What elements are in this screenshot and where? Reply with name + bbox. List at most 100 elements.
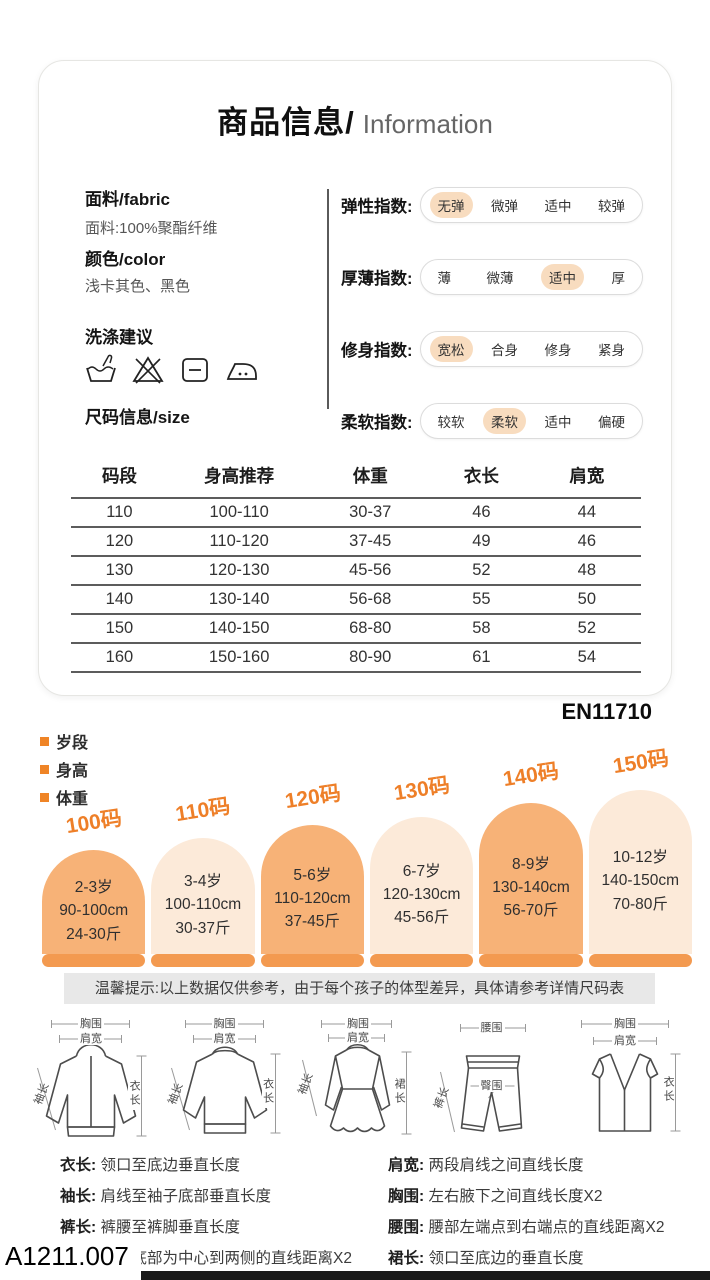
- column-divider: [327, 189, 329, 409]
- garment-length-label: 衣长: [261, 1076, 274, 1108]
- cell: 130: [105, 561, 134, 579]
- page-title: 商品信息/Information: [39, 97, 671, 142]
- weight-range: 45-56斤: [394, 909, 450, 927]
- column-header: 衣长: [463, 466, 499, 486]
- table-row: 120 110-120 37-45 49 46: [71, 527, 641, 556]
- table-row: 160 150-160 80-90 61 54: [71, 643, 641, 672]
- chest-label: 胸围: [612, 1018, 638, 1031]
- arch-base-bar: [369, 954, 474, 967]
- size-arch-120: 120码 5-6岁 110-120cm 37-45斤: [260, 781, 364, 967]
- fit-index-row: 修身指数: 宽松 合身 修身 紧身: [341, 331, 643, 367]
- legend-square-icon: [40, 736, 49, 746]
- option: 柔软: [483, 408, 526, 434]
- cell: 56-68: [349, 590, 392, 608]
- cell: 37-45: [349, 532, 392, 550]
- size-info-label: 尺码信息/size: [85, 408, 190, 427]
- measurement-diagrams: 胸围 肩宽 袖长 衣长 胸围 肩宽: [28, 1012, 688, 1152]
- cell: 80-90: [349, 648, 392, 666]
- cell: 45-56: [349, 561, 392, 579]
- legend-label: 身高: [56, 763, 89, 780]
- option: 适中: [541, 264, 584, 290]
- option: 适中: [544, 415, 572, 430]
- option: 无弹: [429, 192, 473, 218]
- arch-size-label: 110码: [174, 794, 233, 827]
- option: 微薄: [486, 271, 514, 286]
- age-range: 3-4岁: [184, 873, 222, 891]
- definition-row: 腰围: 腰部左端点到右端点的直线距离X2: [388, 1212, 664, 1243]
- hip-label: 臀围: [478, 1080, 505, 1093]
- cell: 46: [577, 532, 597, 550]
- column-header: 体重: [352, 466, 388, 486]
- age-range: 6-7岁: [402, 862, 441, 880]
- cell: 49: [472, 532, 491, 550]
- standard-code: EN11710: [561, 699, 652, 724]
- option: 微弹: [491, 199, 518, 214]
- definition-desc: 领口至底边垂直长度: [100, 1157, 240, 1174]
- cell: 58: [472, 619, 491, 637]
- arch-size-label: 130码: [392, 773, 452, 806]
- do-not-bleach-icon: [130, 351, 166, 392]
- wash-care-icons: [83, 351, 260, 392]
- cell: 140-150: [208, 619, 270, 637]
- option: 宽松: [429, 336, 473, 362]
- legend-square-icon: [40, 764, 49, 774]
- arch-base-bar: [588, 954, 692, 967]
- shoulder-label: 肩宽: [211, 1033, 238, 1046]
- diagram-hoodie: 胸围 肩宽 袖长 衣长: [28, 1012, 154, 1152]
- arch-bar: 5-6岁 110-120cm 37-45斤: [260, 825, 364, 954]
- definition-desc: 裤腰至裤脚垂直长度: [100, 1219, 240, 1236]
- iron-icon: [224, 351, 260, 392]
- definition-term: 衣长:: [60, 1157, 97, 1174]
- size-arch-140: 140码 8-9岁 130-140cm 56-70斤: [479, 759, 583, 967]
- definition-term: 裙长:: [388, 1250, 425, 1267]
- definition-term: 袖长:: [60, 1188, 97, 1205]
- garment-length-label: 衣长: [128, 1078, 141, 1110]
- legend-label: 体重: [56, 791, 89, 808]
- age-range: 10-12岁: [612, 849, 668, 867]
- legend-item: 体重: [40, 783, 88, 811]
- shoulder-label: 肩宽: [78, 1033, 104, 1046]
- bottom-bar: [90, 1271, 710, 1280]
- definition-term: 胸围:: [388, 1188, 425, 1205]
- height-range: 110-120cm: [274, 889, 351, 907]
- definition-row: 袖长: 肩线至袖子底部垂直长度: [60, 1181, 352, 1212]
- table-row: 150 140-150 68-80 58 52: [71, 614, 641, 643]
- option: 修身: [544, 343, 572, 358]
- shoulder-label: 肩宽: [612, 1035, 638, 1048]
- chart-legend: 岁段 身高 体重: [40, 727, 88, 811]
- arch-size-label: 150码: [611, 746, 671, 779]
- table-row: 130 120-130 45-56 52 48: [71, 556, 641, 585]
- cell: 130-140: [208, 590, 270, 608]
- height-range: 130-140cm: [492, 878, 570, 896]
- definition-desc: 肩线至袖子底部垂直长度: [100, 1188, 271, 1205]
- elasticity-options: 无弹 微弹 适中 较弹: [419, 187, 643, 223]
- size-arch-110: 110码 3-4岁 100-110cm 30-37斤: [151, 794, 255, 967]
- cell: 48: [577, 561, 597, 579]
- diagram-vest: 胸围 肩宽 衣长: [562, 1012, 688, 1152]
- garment-length-label: 衣长: [662, 1074, 675, 1106]
- index-label: 厚薄指数:: [341, 270, 413, 288]
- legend-item: 岁段: [40, 727, 88, 755]
- skirt-length-label: 裙长: [393, 1076, 406, 1108]
- option: 适中: [544, 199, 572, 214]
- size-table: 码段 身高推荐 体重 衣长 肩宽 110 100-110 30-37 46 44 120…: [71, 459, 641, 673]
- column-header: 身高推荐: [204, 466, 275, 486]
- weight-range: 37-45斤: [284, 913, 340, 931]
- definition-desc: 左右腋下之间直线长度X2: [428, 1188, 603, 1205]
- index-label: 弹性指数:: [341, 198, 413, 216]
- option: 紧身: [598, 343, 625, 358]
- chest-label: 胸围: [345, 1018, 371, 1031]
- cell: 120-130: [208, 561, 270, 579]
- column-header: 码段: [101, 466, 137, 486]
- shoulder-label: 肩宽: [345, 1032, 371, 1045]
- waist-label: 腰围: [478, 1022, 505, 1035]
- arch-bar: 6-7岁 120-130cm 45-56斤: [369, 817, 474, 954]
- arch-bar: 2-3岁 90-100cm 24-30斤: [42, 850, 146, 954]
- size-arch-130: 130码 6-7岁 120-130cm 45-56斤: [369, 773, 474, 967]
- height-range: 120-130cm: [382, 885, 461, 903]
- cell: 54: [577, 648, 597, 666]
- softness-options: 较软 柔软 适中 偏硬: [419, 403, 643, 439]
- title-english: Information: [362, 109, 493, 139]
- age-range: 2-3岁: [74, 879, 113, 897]
- color-label: 颜色/color: [85, 250, 166, 269]
